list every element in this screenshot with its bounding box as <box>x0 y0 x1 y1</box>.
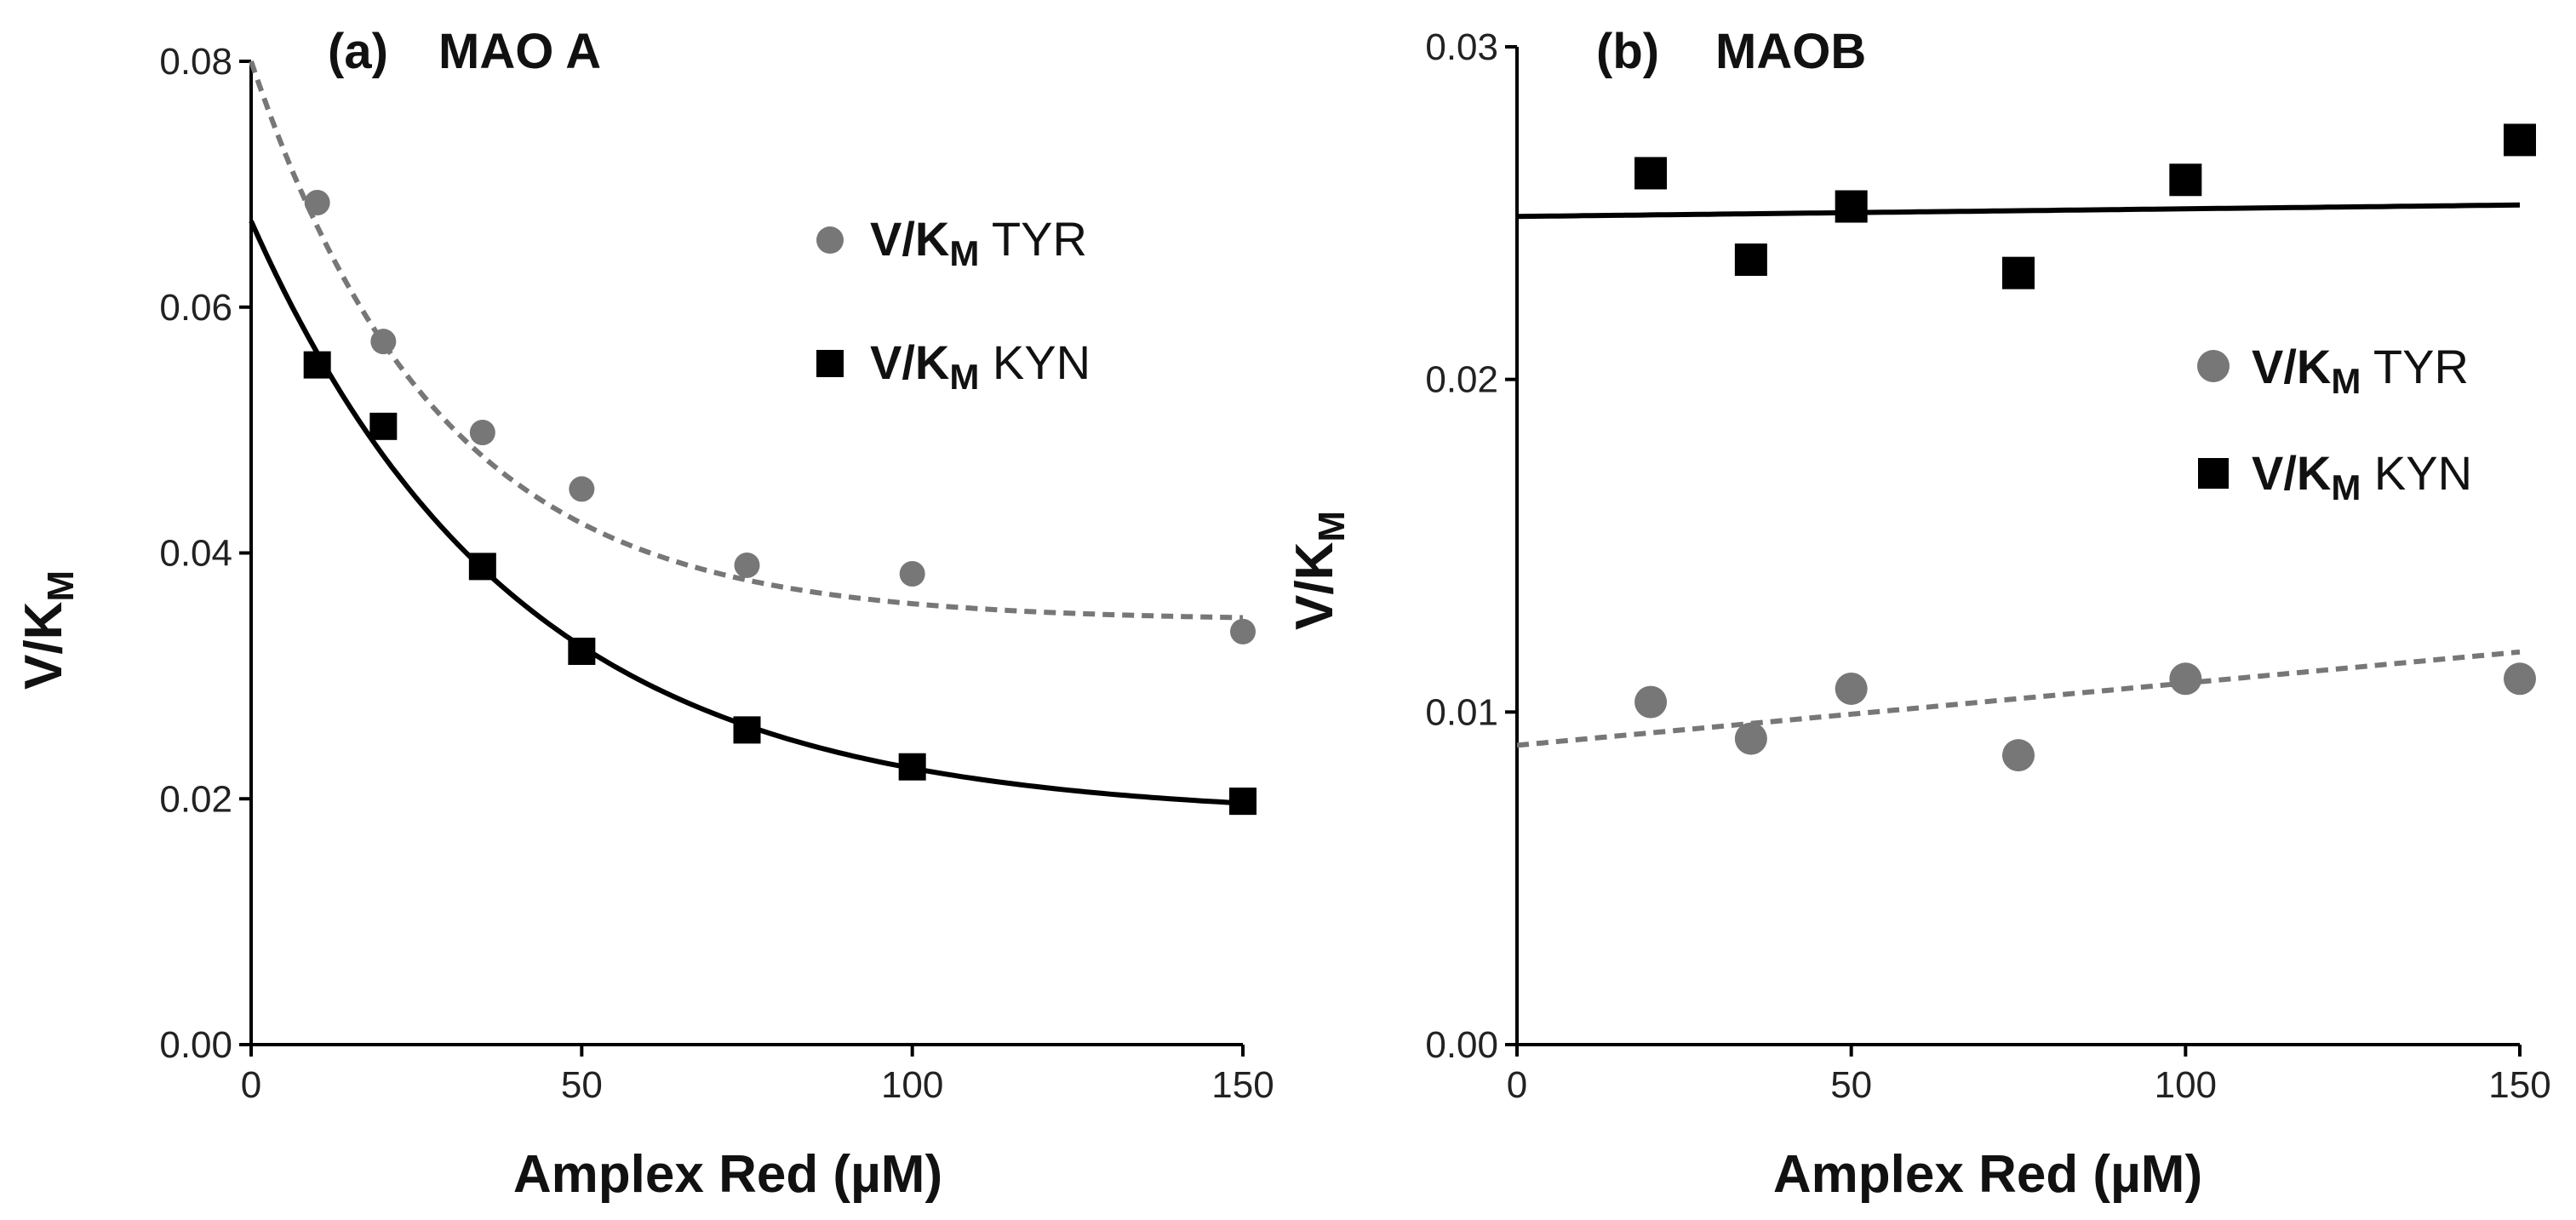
panel-a-legend-tyr-sub: M <box>949 233 979 273</box>
panel-b-legend: V/KM TYR V/KM KYN <box>2197 340 2472 507</box>
panel-b-title-letter: (b) <box>1596 24 1659 79</box>
panel-b-y-axis-title-sub: M <box>1311 511 1353 542</box>
panel-a-point-kyn <box>468 553 496 581</box>
panel-b-point-kyn <box>1835 190 1868 223</box>
panel-a-y-axis-title: V/KM <box>14 570 82 690</box>
panel-a-point-tyr <box>304 190 330 216</box>
panel-b-legend-tyr-sub: M <box>2331 361 2361 401</box>
panel-b-point-kyn <box>1634 157 1668 190</box>
panel-a-x-tick-label: 50 <box>561 1064 603 1106</box>
panel-b-point-tyr <box>2169 662 2202 696</box>
panel-a-y-tick-label: 0.04 <box>159 533 232 575</box>
panel-a-point-kyn <box>898 753 926 781</box>
panel-a-y-tick-label: 0.06 <box>159 287 232 329</box>
panel-b-legend-label-kyn: V/KM KYN <box>2252 446 2472 507</box>
panel-b-y-tick-label: 0.00 <box>1425 1024 1498 1066</box>
panel-b-point-tyr <box>2002 739 2035 772</box>
panel-a-legend-label-kyn: V/KM KYN <box>870 335 1091 397</box>
panel-b-point-kyn <box>1734 243 1767 277</box>
panel-b-x-tick-label: 100 <box>2155 1064 2217 1106</box>
panel-a-x-axis-title: Amplex Red (µM) <box>513 1145 942 1204</box>
panel-a-x-tick-label: 0 <box>241 1064 261 1106</box>
panel-a-point-tyr <box>1230 618 1256 644</box>
panel-a-x-tick-label: 150 <box>1211 1064 1274 1106</box>
panel-a-legend-kyn-main: V/K <box>870 335 949 389</box>
panel-b-legend-marker-tyr <box>2197 350 2230 382</box>
panel-b-x-tick-label: 150 <box>2488 1064 2550 1106</box>
panel-a-y-tick-label: 0.00 <box>159 1024 232 1066</box>
panel-a-y-tick-label: 0.08 <box>159 41 232 83</box>
panel-b-legend-kyn-sub: M <box>2331 467 2361 507</box>
panel-a-title-letter: (a) <box>328 24 388 79</box>
panel-b-y-axis-title-main: V/K <box>1285 541 1344 630</box>
panel-a-legend-kyn-rest: KYN <box>979 335 1091 389</box>
panel-a-legend-tyr-main: V/K <box>870 212 949 266</box>
panel-a-point-tyr <box>734 552 760 578</box>
panel-b-chart: 0.00 0.01 0.02 0.03 0 50 100 150 (b) MAOB Ample… <box>1285 24 2551 1204</box>
panel-a-legend-label-tyr: V/KM TYR <box>870 212 1087 273</box>
panel-b-y-axis-title: V/KM <box>1285 511 1353 630</box>
panel-a-point-tyr <box>569 476 595 502</box>
panel-a-legend-marker-kyn <box>816 350 844 377</box>
panel-b-x-tick-label: 0 <box>1507 1064 1527 1106</box>
panel-b-legend-kyn-rest: KYN <box>2361 446 2472 500</box>
panel-b-legend-tyr-main: V/K <box>2252 340 2331 393</box>
panel-a-legend-kyn-sub: M <box>949 357 979 397</box>
panel-a-point-kyn <box>303 351 331 379</box>
panel-a-x-tick-label: 100 <box>881 1064 943 1106</box>
panel-b-point-tyr <box>1734 722 1767 755</box>
panel-b-x-tick-label: 50 <box>1830 1064 1872 1106</box>
panel-b-point-tyr <box>1634 685 1668 719</box>
panel-a-point-kyn <box>1229 788 1257 816</box>
panel-b-fit-line-kyn <box>1516 202 2521 220</box>
panel-b-x-axis-title: Amplex Red (µM) <box>1773 1145 2202 1204</box>
panel-b-point-tyr <box>1835 672 1868 705</box>
panel-b-y-tick-label: 0.01 <box>1425 691 1498 733</box>
panel-a-point-kyn <box>369 412 398 440</box>
panel-b-legend-marker-kyn <box>2198 458 2229 489</box>
panel-a-legend-tyr-rest: TYR <box>979 212 1087 266</box>
panel-b-point-kyn <box>2169 163 2202 197</box>
panel-b-y-tick-label: 0.02 <box>1425 359 1498 401</box>
panel-a-point-tyr <box>899 561 925 587</box>
panel-b-point-tyr <box>2504 662 2536 696</box>
panel-a-chart: 0.000.020.040.060.080 50 100 150 (a) MAO A … <box>14 24 1274 1204</box>
panel-a-point-tyr <box>370 329 397 355</box>
panel-a-marks: 0.00 0.02 0.04 0.06 0.08 0 50 100 150 <box>159 41 1274 1106</box>
panel-a-point-kyn <box>733 716 761 744</box>
panel-a-y-axis-title-group: V/KM <box>14 570 82 690</box>
panel-b-point-kyn <box>2504 123 2536 157</box>
panel-b-y-tick-label: 0.03 <box>1425 26 1498 68</box>
panel-a-point-kyn <box>568 638 596 665</box>
panel-a-y-axis-title-main: V/K <box>14 601 73 690</box>
panel-b-marks: 0.00 0.01 0.02 0.03 0 50 100 150 <box>1425 26 2550 1106</box>
panel-a-y-axis-title-sub: M <box>40 570 82 602</box>
panel-b-legend-tyr-rest: TYR <box>2361 340 2469 393</box>
panel-b-point-kyn <box>2002 256 2035 289</box>
panel-a-title: MAO A <box>438 24 601 79</box>
panel-b-fit-line-tyr <box>1516 649 2521 748</box>
panel-a-point-tyr <box>469 420 495 446</box>
panel-a-y-tick-label: 0.02 <box>159 778 232 820</box>
panel-b-title: MAOB <box>1715 24 1866 79</box>
panel-b-legend-kyn-main: V/K <box>2252 446 2331 500</box>
panel-a-legend: V/KM TYR V/KM KYN <box>816 212 1091 397</box>
panel-b-legend-label-tyr: V/KM TYR <box>2252 340 2469 401</box>
panel-a-legend-marker-tyr <box>816 226 844 254</box>
panel-b-y-axis-title-group: V/KM <box>1285 511 1353 630</box>
